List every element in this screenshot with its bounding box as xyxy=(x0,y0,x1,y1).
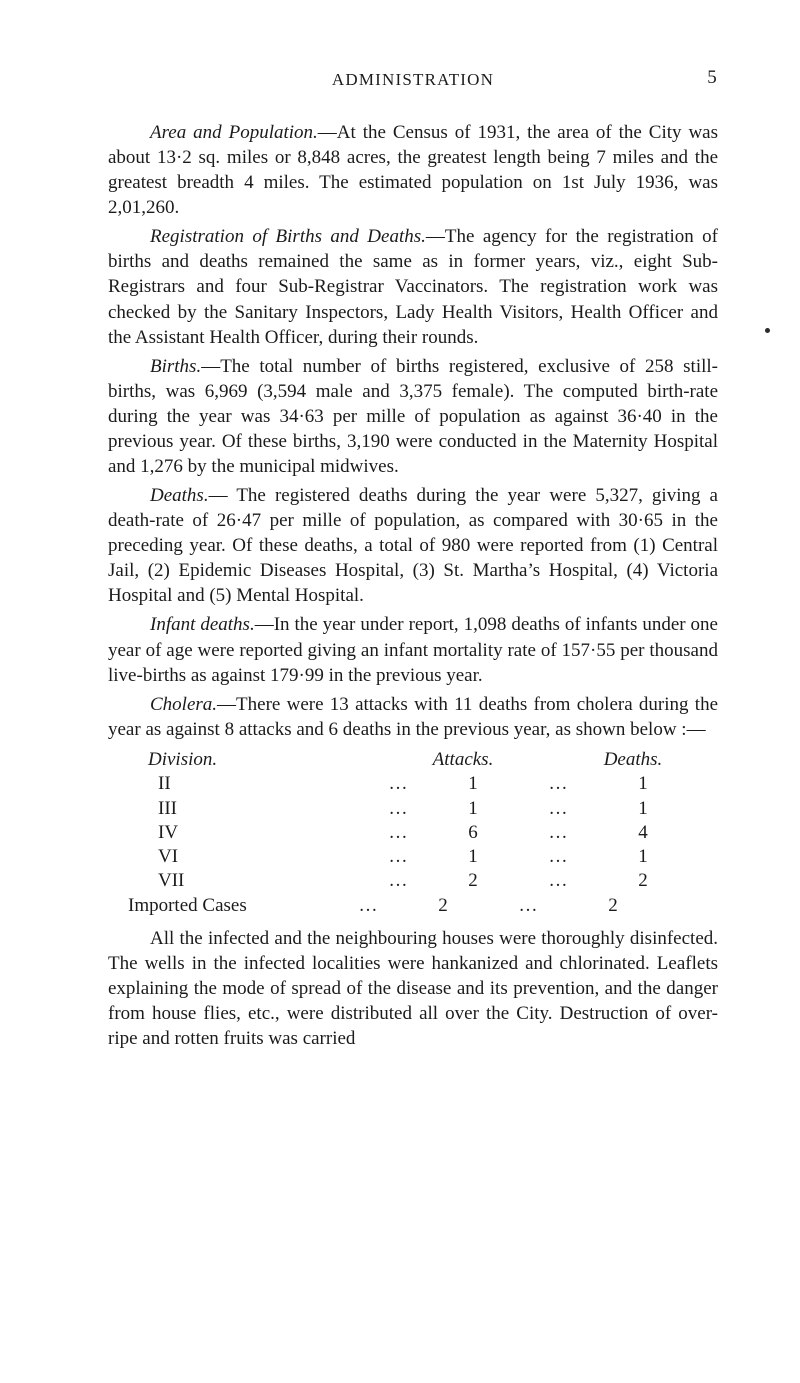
cell-separator: … xyxy=(338,894,398,918)
cell-division: III xyxy=(108,797,368,821)
lead-deaths: Deaths. xyxy=(150,485,209,506)
cell-separator: … xyxy=(518,797,598,821)
cell-deaths: 1 xyxy=(598,845,688,869)
table-row: IV … 6 … 4 xyxy=(108,821,718,845)
page: ADMINISTRATION 5 Area and Population.—At… xyxy=(0,0,800,1383)
cell-separator: … xyxy=(518,772,598,796)
cell-separator: … xyxy=(368,869,428,893)
cell-separator: … xyxy=(518,821,598,845)
cell-separator: … xyxy=(368,821,428,845)
lead-infant-deaths: Infant deaths. xyxy=(150,614,255,635)
cell-division: IV xyxy=(108,821,368,845)
cell-deaths: 1 xyxy=(598,797,688,821)
col-spacer xyxy=(358,748,418,772)
body-disinfection: All the infected and the neighbouring ho… xyxy=(108,928,718,1049)
running-title: ADMINISTRATION xyxy=(332,70,494,89)
cell-separator: … xyxy=(368,797,428,821)
cell-division: Imported Cases xyxy=(108,894,338,918)
cell-separator: … xyxy=(368,845,428,869)
table-row: VII … 2 … 2 xyxy=(108,869,718,893)
cell-attacks: 1 xyxy=(428,772,518,796)
col-header-attacks: Attacks. xyxy=(418,748,508,772)
cell-deaths: 4 xyxy=(598,821,688,845)
margin-dot-icon xyxy=(765,328,770,333)
cell-deaths: 2 xyxy=(568,894,658,918)
table-row: II … 1 … 1 xyxy=(108,772,718,796)
lead-registration: Registration of Births and Deaths. xyxy=(150,226,426,247)
paragraph-registration: Registration of Births and Deaths.—The a… xyxy=(108,224,718,349)
paragraph-disinfection: All the infected and the neighbouring ho… xyxy=(108,926,718,1051)
cell-attacks: 2 xyxy=(428,869,518,893)
running-head: ADMINISTRATION 5 xyxy=(108,70,718,90)
table-row: III … 1 … 1 xyxy=(108,797,718,821)
lead-area-population: Area and Population. xyxy=(150,122,318,143)
cell-division: VI xyxy=(108,845,368,869)
col-header-division: Division. xyxy=(108,748,358,772)
cell-attacks: 1 xyxy=(428,845,518,869)
table-row: Imported Cases … 2 … 2 xyxy=(108,894,718,918)
col-spacer xyxy=(508,748,588,772)
cell-separator: … xyxy=(488,894,568,918)
cell-deaths: 1 xyxy=(598,772,688,796)
paragraph-cholera: Cholera.—There were 13 attacks with 11 d… xyxy=(108,692,718,742)
cell-division: II xyxy=(108,772,368,796)
cell-division: VII xyxy=(108,869,368,893)
col-header-deaths: Deaths. xyxy=(588,748,678,772)
cell-separator: … xyxy=(368,772,428,796)
cell-attacks: 1 xyxy=(428,797,518,821)
cell-attacks: 2 xyxy=(398,894,488,918)
paragraph-deaths: Deaths.— The registered deaths during th… xyxy=(108,483,718,608)
lead-cholera: Cholera. xyxy=(150,694,217,715)
cell-deaths: 2 xyxy=(598,869,688,893)
table-header: Division. Attacks. Deaths. xyxy=(108,748,718,772)
lead-births: Births. xyxy=(150,356,201,377)
paragraph-area-population: Area and Population.—At the Census of 19… xyxy=(108,120,718,220)
paragraph-infant-deaths: Infant deaths.—In the year under report,… xyxy=(108,612,718,687)
page-number: 5 xyxy=(707,67,718,89)
cell-separator: … xyxy=(518,869,598,893)
paragraph-births: Births.—The total number of births regis… xyxy=(108,354,718,479)
table-row: VI … 1 … 1 xyxy=(108,845,718,869)
cholera-table: Division. Attacks. Deaths. II … 1 … 1 II… xyxy=(108,748,718,918)
cell-separator: … xyxy=(518,845,598,869)
cell-attacks: 6 xyxy=(428,821,518,845)
